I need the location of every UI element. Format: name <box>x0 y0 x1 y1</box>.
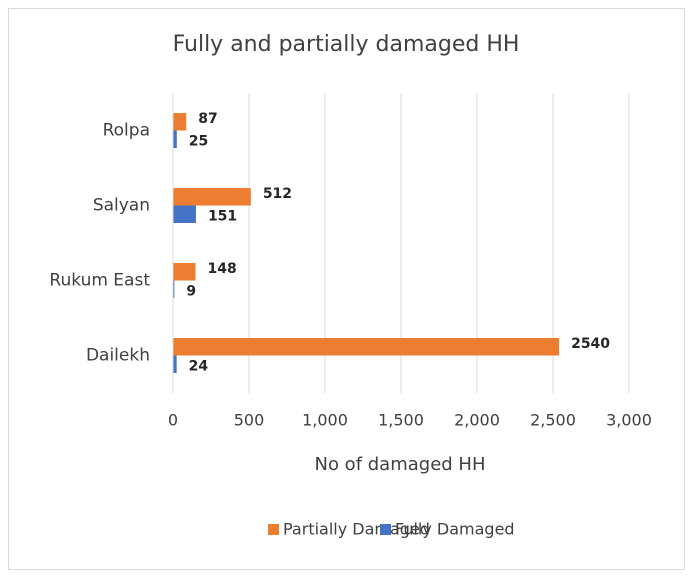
data-label: 151 <box>208 208 237 224</box>
bar <box>173 205 196 223</box>
legend-label: Fully Damaged <box>395 520 515 539</box>
x-tick-label: 0 <box>168 411 178 430</box>
legend-swatch <box>380 524 391 535</box>
y-tick-label: Rolpa <box>103 121 150 141</box>
legend-label: Partially Damaged <box>283 520 430 539</box>
data-label: 2540 <box>571 336 610 352</box>
data-label: 148 <box>207 261 236 277</box>
y-tick-label: Salyan <box>93 196 150 216</box>
x-axis-title: No of damaged HH <box>314 454 485 475</box>
x-tick-label: 3,000 <box>606 411 652 430</box>
bar <box>173 130 177 148</box>
bar <box>173 338 560 356</box>
legend-swatch <box>268 524 279 535</box>
bar <box>173 355 177 373</box>
data-label: 9 <box>186 283 196 299</box>
bar <box>173 113 187 131</box>
chart-border <box>8 8 685 570</box>
y-tick-label: Rukum East <box>49 271 150 291</box>
x-tick-label: 500 <box>234 411 265 430</box>
data-label: 24 <box>189 358 209 374</box>
bar <box>173 263 196 281</box>
x-tick-label: 2,000 <box>454 411 500 430</box>
bar <box>173 188 251 206</box>
x-tick-label: 2,500 <box>530 411 576 430</box>
y-tick-label: Dailekh <box>86 346 150 366</box>
bar <box>173 280 175 298</box>
chart-title: Fully and partially damaged HH <box>173 32 520 57</box>
data-label: 87 <box>198 111 217 127</box>
data-label: 512 <box>263 186 292 202</box>
x-tick-label: 1,000 <box>302 411 348 430</box>
data-label: 25 <box>189 133 208 149</box>
x-tick-label: 1,500 <box>378 411 424 430</box>
